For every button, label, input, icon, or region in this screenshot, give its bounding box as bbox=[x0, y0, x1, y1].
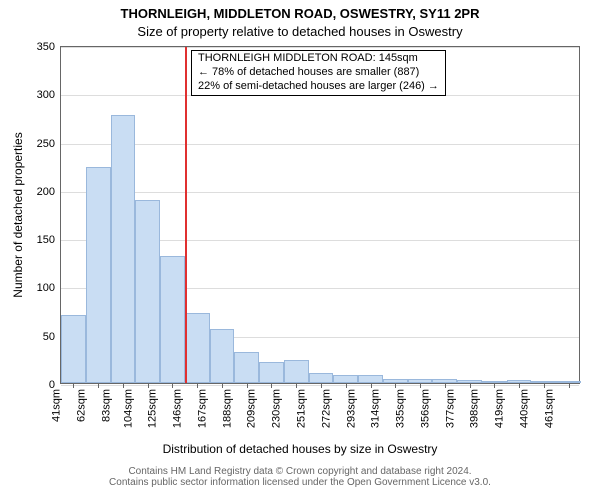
x-tick-mark bbox=[98, 383, 99, 388]
x-tick-label: 209sqm bbox=[246, 389, 258, 428]
x-tick-mark bbox=[395, 383, 396, 388]
histogram-bar bbox=[111, 115, 136, 383]
histogram-bar bbox=[234, 352, 259, 383]
y-tick-label: 200 bbox=[37, 186, 55, 198]
y-tick-label: 350 bbox=[37, 41, 55, 53]
x-tick-mark bbox=[420, 383, 421, 388]
histogram-bar bbox=[284, 360, 309, 383]
x-tick-label: 41sqm bbox=[51, 389, 63, 422]
x-tick-label: 83sqm bbox=[100, 389, 112, 422]
gridline bbox=[61, 47, 579, 48]
x-tick-label: 251sqm bbox=[295, 389, 307, 428]
x-tick-label: 356sqm bbox=[419, 389, 431, 428]
x-tick-label: 167sqm bbox=[196, 389, 208, 428]
x-tick-label: 146sqm bbox=[172, 389, 184, 428]
annotation-line: ← 78% of detached houses are smaller (88… bbox=[198, 66, 439, 80]
x-tick-mark bbox=[222, 383, 223, 388]
histogram-bar bbox=[160, 256, 185, 383]
reference-line bbox=[185, 47, 187, 383]
x-tick-label: 62sqm bbox=[76, 389, 88, 422]
x-tick-label: 125sqm bbox=[147, 389, 159, 428]
histogram-bar bbox=[259, 362, 284, 383]
x-tick-mark bbox=[470, 383, 471, 388]
x-tick-label: 398sqm bbox=[469, 389, 481, 428]
x-tick-label: 377sqm bbox=[444, 389, 456, 428]
gridline bbox=[61, 144, 579, 145]
x-tick-mark bbox=[519, 383, 520, 388]
y-tick-label: 150 bbox=[37, 234, 55, 246]
x-tick-label: 419sqm bbox=[494, 389, 506, 428]
histogram-bar bbox=[333, 375, 358, 383]
y-tick-label: 100 bbox=[37, 282, 55, 294]
y-tick-label: 50 bbox=[43, 331, 55, 343]
x-tick-mark bbox=[123, 383, 124, 388]
annotation-line: THORNLEIGH MIDDLETON ROAD: 145sqm bbox=[198, 52, 439, 66]
histogram-bar bbox=[135, 200, 160, 383]
x-tick-mark bbox=[569, 383, 570, 388]
x-tick-label: 230sqm bbox=[271, 389, 283, 428]
y-tick-label: 250 bbox=[37, 138, 55, 150]
annotation-line: 22% of semi-detached houses are larger (… bbox=[198, 80, 439, 94]
annotation-box: THORNLEIGH MIDDLETON ROAD: 145sqm← 78% o… bbox=[191, 50, 446, 96]
gridline bbox=[61, 385, 579, 386]
chart-container: THORNLEIGH, MIDDLETON ROAD, OSWESTRY, SY… bbox=[0, 0, 600, 500]
histogram-bar bbox=[61, 315, 86, 383]
x-tick-mark bbox=[494, 383, 495, 388]
y-tick-label: 300 bbox=[37, 89, 55, 101]
x-tick-label: 272sqm bbox=[320, 389, 332, 428]
x-tick-mark bbox=[271, 383, 272, 388]
x-tick-mark bbox=[172, 383, 173, 388]
x-tick-mark bbox=[544, 383, 545, 388]
histogram-bar bbox=[86, 167, 111, 383]
x-tick-mark bbox=[346, 383, 347, 388]
footer-line: Contains HM Land Registry data © Crown c… bbox=[0, 466, 600, 477]
chart-subtitle: Size of property relative to detached ho… bbox=[0, 24, 600, 39]
chart-title: THORNLEIGH, MIDDLETON ROAD, OSWESTRY, SY… bbox=[0, 6, 600, 21]
histogram-bar bbox=[358, 375, 383, 383]
x-tick-mark bbox=[445, 383, 446, 388]
x-tick-label: 314sqm bbox=[370, 389, 382, 428]
x-tick-label: 461sqm bbox=[543, 389, 555, 428]
chart-footer: Contains HM Land Registry data © Crown c… bbox=[0, 466, 600, 488]
x-axis-label: Distribution of detached houses by size … bbox=[0, 442, 600, 456]
histogram-bar bbox=[185, 313, 210, 383]
footer-line: Contains public sector information licen… bbox=[0, 477, 600, 488]
x-tick-mark bbox=[148, 383, 149, 388]
x-tick-label: 293sqm bbox=[345, 389, 357, 428]
x-tick-mark bbox=[371, 383, 372, 388]
x-tick-label: 440sqm bbox=[518, 389, 530, 428]
y-axis-label: Number of detached properties bbox=[11, 132, 25, 297]
x-tick-mark bbox=[73, 383, 74, 388]
x-tick-mark bbox=[247, 383, 248, 388]
x-tick-mark bbox=[197, 383, 198, 388]
x-tick-mark bbox=[321, 383, 322, 388]
histogram-bar bbox=[309, 373, 334, 383]
x-tick-label: 188sqm bbox=[221, 389, 233, 428]
plot-area: 05010015020025030035041sqm62sqm83sqm104s… bbox=[60, 46, 580, 384]
gridline bbox=[61, 192, 579, 193]
x-tick-mark bbox=[296, 383, 297, 388]
x-tick-label: 335sqm bbox=[394, 389, 406, 428]
x-tick-label: 104sqm bbox=[122, 389, 134, 428]
histogram-bar bbox=[210, 329, 235, 383]
